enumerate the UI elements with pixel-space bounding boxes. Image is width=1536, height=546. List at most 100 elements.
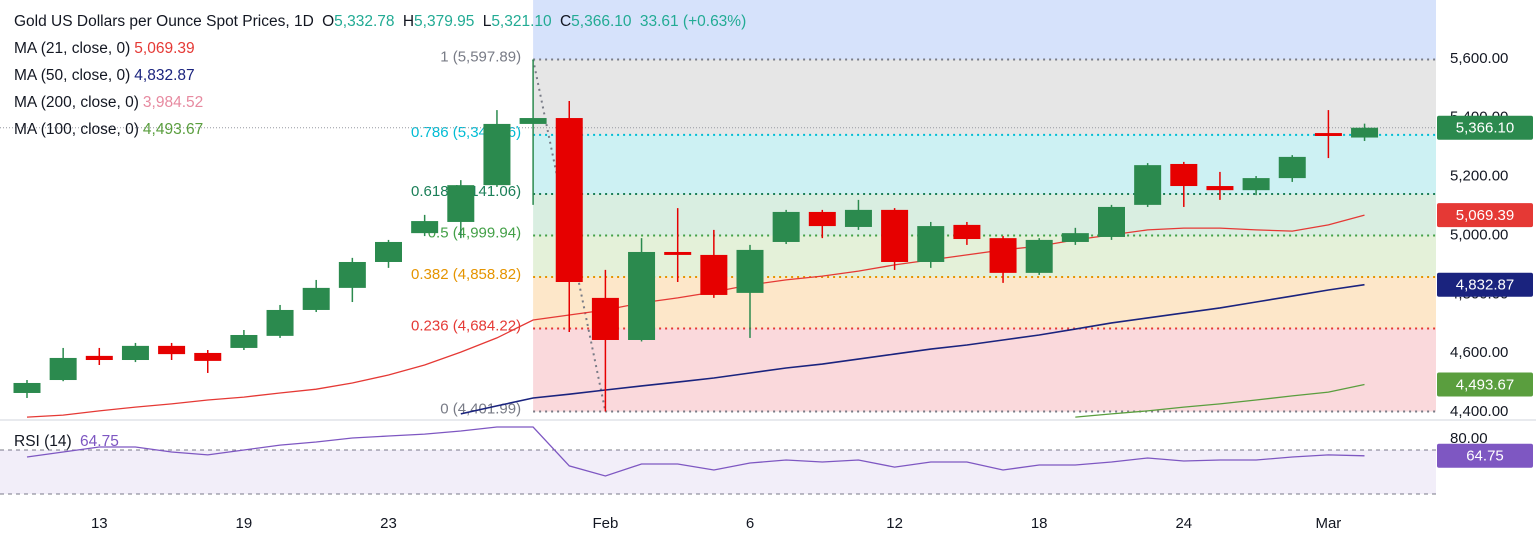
candle-body xyxy=(302,287,330,310)
candle-body xyxy=(1025,239,1053,273)
candle-body xyxy=(1278,156,1306,179)
price-pane: 1 (5,597.89)0.786 (5,341.96)0.618 (5,141… xyxy=(0,0,1436,418)
legend-entry: MA (21, close, 0) 5,069.39 xyxy=(14,35,750,62)
price-badge-label: 5,366.10 xyxy=(1456,120,1514,137)
legend-entry: MA (100, close, 0) 4,493.67 xyxy=(14,116,750,143)
x-tick-label: 18 xyxy=(1031,515,1048,532)
rsi-band xyxy=(0,450,1436,494)
y-tick-label: 4,600.00 xyxy=(1450,344,1508,361)
y-tick-label: 5,200.00 xyxy=(1450,168,1508,185)
candle-body xyxy=(989,238,1017,273)
candle-body xyxy=(1351,127,1379,138)
ohlc-key: O xyxy=(322,13,335,30)
candle-body xyxy=(230,334,258,348)
change: 33.61 (+0.63%) xyxy=(639,13,747,30)
fib-zone xyxy=(533,277,1436,329)
candle-body xyxy=(1134,165,1162,205)
moving-average xyxy=(26,214,1365,418)
moving-average xyxy=(460,283,1365,415)
legend-entry: MA (50, close, 0) 4,832.87 xyxy=(14,62,750,89)
price-badge xyxy=(1437,203,1533,228)
price-badge xyxy=(1437,115,1533,140)
title: Gold US Dollars per Ounce Spot Prices, 1… xyxy=(14,13,314,30)
candle-body xyxy=(628,251,656,340)
ohlc-value: 5,366.10 xyxy=(571,13,632,30)
candle-body xyxy=(338,261,366,288)
rsi-legend: RSI (14) 64.75 xyxy=(14,428,123,455)
legend-name: MA (50, close, 0) xyxy=(14,67,131,84)
candle-body xyxy=(772,211,800,242)
legend-value: 4,493.67 xyxy=(142,121,204,138)
legend-value: 4,832.87 xyxy=(134,67,195,84)
x-tick-label: Mar xyxy=(1315,515,1341,532)
ohlc-value: 5,379.95 xyxy=(414,13,475,30)
candle-body xyxy=(1314,133,1342,136)
candle-body xyxy=(85,355,113,361)
y-tick-label: 5,000.00 xyxy=(1450,226,1508,243)
moving-average xyxy=(1075,383,1365,418)
rsi-line xyxy=(26,426,1365,477)
rsi-value: 64.75 xyxy=(80,433,119,450)
candle-body xyxy=(917,226,945,262)
price-badge-label: 64.75 xyxy=(1466,448,1504,465)
ohlc-key: C xyxy=(559,13,572,30)
x-tick-label: 24 xyxy=(1175,515,1192,532)
fib-zone xyxy=(533,0,1436,60)
y-tick-label: 4,400.00 xyxy=(1450,403,1508,420)
legend-entry: MA (200, close, 0) 3,984.52 xyxy=(14,89,750,116)
header: Gold US Dollars per Ounce Spot Prices, 1… xyxy=(14,8,750,35)
ohlc-key: L xyxy=(482,13,492,30)
candle-body xyxy=(953,224,981,240)
candle-body xyxy=(1206,186,1234,191)
ohlc-key: H xyxy=(402,13,415,30)
candle-body xyxy=(121,345,149,361)
axes: 4,400.004,600.004,800.005,000.005,200.00… xyxy=(91,50,1533,532)
fib-zone xyxy=(533,59,1436,135)
legend-name: MA (21, close, 0) xyxy=(14,40,131,57)
price-badge-label: 4,493.67 xyxy=(1456,377,1514,394)
price-badge xyxy=(1437,272,1533,297)
candle-body xyxy=(1098,206,1125,237)
candle-body xyxy=(1170,163,1198,187)
candle-body xyxy=(158,345,186,355)
fib-label: 0.236 (4,684.22) xyxy=(411,317,521,334)
fib-zone xyxy=(533,328,1436,412)
candle-body xyxy=(13,382,41,393)
candle-body xyxy=(519,118,547,124)
candle-body xyxy=(808,211,836,227)
x-tick-label: 6 xyxy=(746,515,754,532)
price-badge-label: 4,832.87 xyxy=(1456,277,1514,294)
candle-body xyxy=(1061,233,1089,242)
legend-name: MA (100, close, 0) xyxy=(14,121,139,138)
candle-body xyxy=(736,249,764,293)
candle-body xyxy=(881,209,909,262)
candle-body xyxy=(266,309,294,336)
y-tick-label: 5,600.00 xyxy=(1450,50,1508,67)
candle-body xyxy=(447,185,475,222)
x-tick-label: 12 xyxy=(886,515,903,532)
price-badge xyxy=(1437,372,1533,397)
ohlc-value: 5,321.10 xyxy=(491,13,552,30)
fib-zone xyxy=(533,193,1436,236)
candle-body xyxy=(375,241,402,262)
x-tick-label: 13 xyxy=(91,515,108,532)
fib-label: 0.5 (4,999.94) xyxy=(428,224,521,241)
legend: Gold US Dollars per Ounce Spot Prices, 1… xyxy=(14,8,750,143)
legend-name: MA (200, close, 0) xyxy=(14,94,139,111)
candle-body xyxy=(1242,178,1270,191)
fib-zone xyxy=(533,235,1436,278)
candle-body xyxy=(664,251,692,255)
x-tick-label: 23 xyxy=(380,515,397,532)
y-tick-label: 80.00 xyxy=(1450,430,1488,447)
candle-body xyxy=(194,352,222,361)
candle-body xyxy=(555,118,583,283)
legend-value: 5,069.39 xyxy=(134,40,195,57)
rsi-title: RSI (14) xyxy=(14,433,72,450)
candle-body xyxy=(483,123,511,186)
price-badge xyxy=(1437,443,1533,468)
candle-body xyxy=(591,297,619,340)
legend-value: 3,984.52 xyxy=(142,94,204,111)
price-badge-label: 5,069.39 xyxy=(1456,207,1514,224)
